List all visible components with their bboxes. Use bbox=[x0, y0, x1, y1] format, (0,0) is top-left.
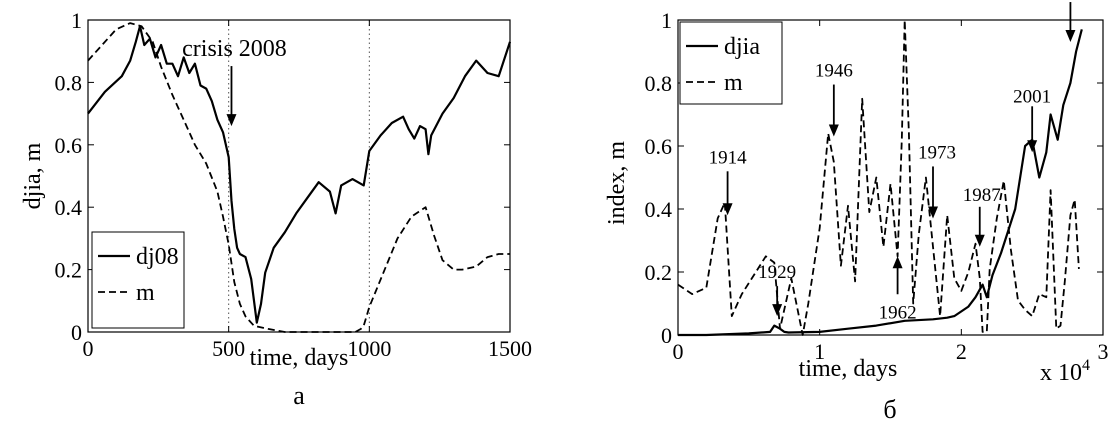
annotation-arrowhead bbox=[1065, 30, 1076, 43]
y-tick-label: 0.4 bbox=[55, 195, 83, 220]
x-tick-label: 0 bbox=[83, 336, 94, 361]
x-axis-label: time, days bbox=[250, 345, 349, 371]
series-line-djia bbox=[678, 29, 1083, 337]
annotations: crisis 2008 bbox=[182, 36, 287, 127]
x-tick-label: 1 bbox=[814, 339, 825, 364]
x-tick-label: 500 bbox=[212, 336, 245, 361]
chart-grid bbox=[228, 20, 370, 332]
annotation-label: crisis 2008 bbox=[182, 36, 287, 62]
x-axis-label: time, days bbox=[799, 356, 898, 382]
x-axis-ticks: 0 1 2 3 bbox=[673, 20, 1109, 364]
legend-box bbox=[91, 231, 185, 329]
annotation-arrowhead bbox=[892, 256, 903, 269]
legend-label-m: m bbox=[724, 70, 743, 96]
multiplier-exponent: 4 bbox=[1082, 357, 1090, 374]
chart-panel-b: 0 1 2 3 0 0.2 0.4 0.6 0.8 1 1914 1929 1946 1962 1973… bbox=[604, 0, 1109, 424]
annotation-label: 1914 bbox=[709, 147, 748, 168]
y-tick-label: 0 bbox=[71, 320, 82, 345]
chart-series-group bbox=[87, 22, 512, 333]
y-tick-label: 0.8 bbox=[645, 71, 673, 96]
plot-frame bbox=[87, 19, 511, 333]
y-tick-label: 0.6 bbox=[55, 133, 83, 158]
y-axis-label: index, m bbox=[604, 141, 630, 225]
multiplier-base: x 10 bbox=[1040, 360, 1082, 386]
y-tick-label: 0.8 bbox=[55, 70, 83, 95]
annotation-label: 1973 bbox=[918, 142, 956, 163]
annotation-label: 1987 bbox=[963, 185, 1001, 206]
y-tick-label: 0.4 bbox=[645, 197, 673, 222]
legend-label-djia: djia bbox=[724, 34, 760, 60]
annotations: 1914 1929 1946 1962 1973 1987 2001 2008 bbox=[709, 0, 1090, 323]
series-line-m bbox=[87, 22, 510, 333]
annotation-arrowhead bbox=[226, 114, 237, 127]
annotation-label: 2001 bbox=[1013, 86, 1051, 107]
y-tick-label: 0.6 bbox=[645, 134, 673, 159]
x-tick-label: 2 bbox=[956, 339, 967, 364]
legend-label-m: m bbox=[136, 280, 155, 306]
y-tick-label: 0 bbox=[661, 323, 672, 348]
legend: djia m bbox=[679, 21, 783, 105]
y-tick-label: 0.2 bbox=[55, 258, 83, 283]
y-tick-label: 1 bbox=[71, 8, 82, 33]
annotation-arrowhead bbox=[828, 124, 839, 137]
x-axis-ticks: 0 500 1000 1500 bbox=[83, 20, 532, 361]
panel-label: а bbox=[293, 381, 305, 410]
y-tick-label: 1 bbox=[661, 8, 672, 33]
annotation-arrowhead bbox=[1027, 140, 1038, 153]
x-tick-label: 3 bbox=[1098, 339, 1109, 364]
series-line-dj08 bbox=[87, 25, 512, 324]
annotation-label: 1929 bbox=[758, 262, 796, 283]
annotation-label: 2008 bbox=[1051, 0, 1089, 1]
x-tick-label: 0 bbox=[673, 339, 684, 364]
y-axis-ticks: 0 0.2 0.4 0.6 0.8 1 bbox=[645, 8, 1103, 348]
legend-label-dj08: dj08 bbox=[136, 244, 179, 270]
y-axis-label: djia, m bbox=[20, 142, 46, 209]
x-tick-label: 1500 bbox=[488, 336, 532, 361]
y-tick-label: 0.2 bbox=[645, 260, 673, 285]
x-axis-multiplier: x 104 bbox=[1040, 357, 1090, 386]
annotation-arrowhead bbox=[772, 304, 783, 317]
plot-frame bbox=[677, 19, 1104, 336]
annotation-label: 1962 bbox=[879, 302, 917, 323]
legend-box bbox=[679, 21, 783, 105]
annotation-label: 1946 bbox=[815, 61, 853, 82]
chart-panel-a: 0 500 1000 1500 00.20.40.60.81 crisis 2008 … bbox=[20, 8, 532, 410]
annotation-arrowhead bbox=[928, 206, 938, 219]
x-tick-label: 1000 bbox=[347, 336, 391, 361]
y-axis-ticks: 0 0.2 0.4 0.6 0.8 1 bbox=[55, 8, 510, 345]
legend: dj08 m bbox=[91, 231, 185, 329]
panel-label: б bbox=[883, 395, 896, 424]
annotation-arrowhead bbox=[722, 203, 733, 216]
annotation-arrowhead bbox=[974, 234, 985, 247]
